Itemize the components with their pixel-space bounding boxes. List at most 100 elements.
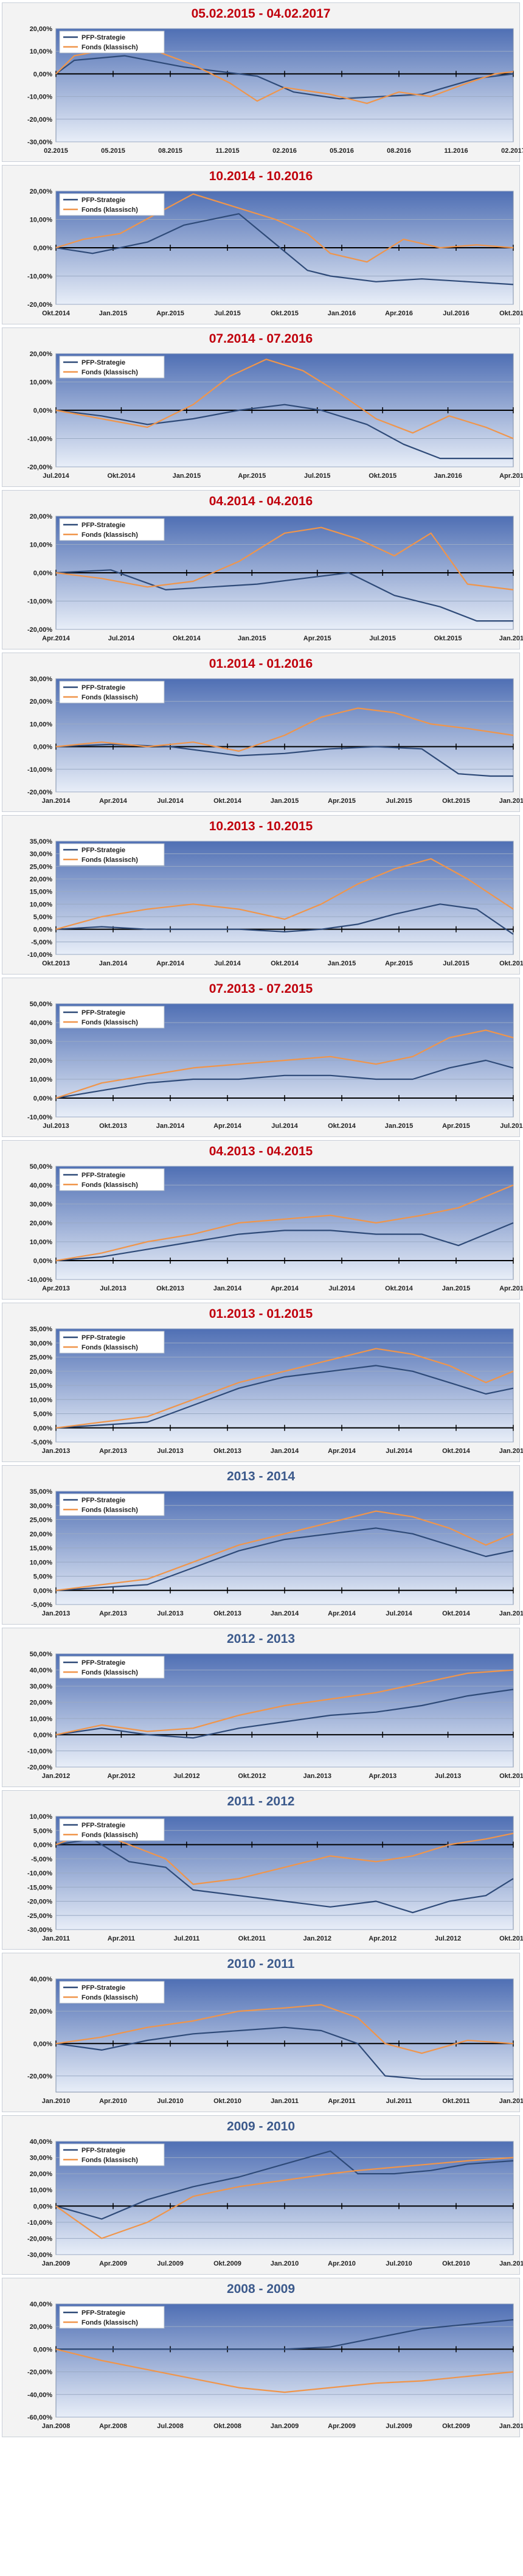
x-tick-label: Apr.2015 bbox=[499, 1285, 523, 1292]
x-tick-label: Jan.2012 bbox=[303, 1935, 331, 1942]
x-tick-label: Apr.2013 bbox=[99, 1610, 127, 1617]
y-tick-label: 0,00% bbox=[33, 2040, 52, 2048]
chart-title: 2011 - 2012 bbox=[227, 1794, 295, 1808]
y-tick-label: 20,00% bbox=[30, 2008, 53, 2015]
y-tick-label: 20,00% bbox=[30, 1057, 53, 1065]
y-tick-label: 0,00% bbox=[33, 1842, 52, 1849]
y-tick-label: 10,00% bbox=[30, 1559, 53, 1566]
y-tick-label: 0,00% bbox=[33, 1258, 52, 1265]
x-tick-label: Apr.2009 bbox=[328, 2423, 356, 2430]
y-tick-label: -20,00% bbox=[27, 2073, 52, 2080]
x-tick-label: Apr.2014 bbox=[213, 1122, 242, 1130]
y-tick-label: 20,00% bbox=[30, 26, 53, 33]
y-tick-label: 10,00% bbox=[30, 1076, 53, 1083]
y-tick-label: -20,00% bbox=[27, 789, 52, 796]
y-tick-label: 30,00% bbox=[30, 1038, 53, 1046]
y-tick-label: 30,00% bbox=[30, 1201, 53, 1208]
x-tick-label: Jul.2009 bbox=[157, 2260, 183, 2267]
x-tick-label: Okt.2013 bbox=[213, 1610, 241, 1617]
y-tick-label: -10,00% bbox=[27, 1276, 52, 1284]
chart-panel: 10.2014 - 10.2016 20,00% 10,00% 0,00% -10,00… bbox=[2, 165, 523, 324]
y-tick-label: -30,00% bbox=[27, 1927, 52, 1934]
chart-svg: 10,00% 5,00% 0,00% -5,00% -10,00% -15,00% -20,… bbox=[27, 1813, 523, 1942]
y-tick-label: 10,00% bbox=[30, 1813, 53, 1821]
y-tick-label: 10,00% bbox=[30, 48, 53, 55]
fund-legend-label: Fonds (klassisch) bbox=[81, 1994, 138, 2001]
y-tick-label: 10,00% bbox=[30, 2187, 53, 2194]
x-tick-label: 02.2017 bbox=[501, 147, 523, 155]
x-tick-label: Okt.2013 bbox=[156, 1285, 184, 1292]
x-tick-label: Apr.2016 bbox=[385, 310, 413, 317]
x-tick-label: Apr.2012 bbox=[369, 1935, 397, 1942]
fund-line bbox=[55, 1184, 514, 1262]
y-tick-label: 30,00% bbox=[30, 1340, 53, 1347]
y-tick-label: -20,00% bbox=[27, 301, 52, 309]
x-tick-label: Okt.2014 bbox=[328, 1122, 356, 1130]
legend: PFP-Strategie Fonds (klassisch) bbox=[59, 1006, 165, 1029]
x-tick-label: Jul.2014 bbox=[271, 1122, 298, 1130]
chart-svg: 20,00%10,00%0,00%-10,00%-20,00%-30,00%02… bbox=[27, 26, 523, 155]
strategy-line bbox=[55, 404, 513, 460]
x-tick-label: Jul.2012 bbox=[435, 1935, 461, 1942]
x-tick-label: Jan.2012 bbox=[42, 1773, 70, 1780]
x-tick-label: Jul.2014 bbox=[386, 1447, 412, 1455]
x-tick-label: Apr.2015 bbox=[328, 797, 356, 805]
chart-svg: 20,00% 10,00% 0,00% -10,00% -20,00%Apr.2014 J… bbox=[27, 513, 523, 642]
x-tick-label: Okt.2014 bbox=[442, 1447, 471, 1455]
x-tick-label: Jan.2015 bbox=[173, 472, 201, 480]
y-tick-label: 30,00% bbox=[30, 676, 53, 683]
strategy-legend-label: PFP-Strategie bbox=[81, 1009, 125, 1017]
fund-line bbox=[55, 2004, 514, 2054]
x-tick-label: Jan.2016 bbox=[499, 635, 523, 642]
x-tick-label: Jan.2015 bbox=[99, 310, 127, 317]
x-tick-label: Jul.2015 bbox=[443, 960, 469, 967]
x-tick-label: Jul.2014 bbox=[43, 472, 69, 480]
y-tick-label: 5,00% bbox=[33, 1573, 52, 1581]
y-tick-label: -15,00% bbox=[27, 1884, 52, 1891]
y-tick-label: 0,00% bbox=[33, 926, 52, 934]
chart-title: 2008 - 2009 bbox=[226, 2282, 296, 2296]
y-tick-label: -20,00% bbox=[27, 2235, 52, 2242]
y-tick-label: -20,00% bbox=[27, 464, 52, 471]
chart-panel: 07.2013 - 07.2015 50,00% 40,00% 30,00% 20,00… bbox=[2, 978, 523, 1137]
strategy-legend-label: PFP-Strategie bbox=[81, 197, 125, 204]
fund-line bbox=[55, 359, 514, 439]
chart-title: 10.2014 - 10.2016 bbox=[209, 169, 313, 183]
y-tick-label: -20,00% bbox=[27, 1764, 52, 1771]
y-tick-label: 40,00% bbox=[30, 2138, 53, 2146]
y-tick-label: -10,00% bbox=[27, 2219, 52, 2227]
x-tick-label: Jul.2015 bbox=[304, 472, 330, 480]
y-tick-label: -30,00% bbox=[27, 2252, 52, 2259]
fund-line bbox=[55, 858, 514, 930]
strategy-line bbox=[55, 569, 513, 622]
y-tick-label: 0,00% bbox=[33, 245, 52, 252]
y-tick-label: 15,00% bbox=[30, 889, 53, 896]
x-tick-label: Jul.2014 bbox=[157, 797, 184, 805]
y-tick-label: 15,00% bbox=[30, 1382, 53, 1390]
strategy-line bbox=[55, 1059, 514, 1099]
strategy-line bbox=[55, 55, 514, 100]
legend: PFP-Strategie Fonds (klassisch) bbox=[59, 1818, 165, 1841]
x-tick-label: Jul.2016 bbox=[443, 310, 469, 317]
chart-title: 07.2013 - 07.2015 bbox=[209, 982, 313, 996]
x-tick-label: Apr.2014 bbox=[271, 1285, 299, 1292]
strategy-legend-label: PFP-Strategie bbox=[81, 522, 125, 529]
x-tick-label: Apr.2014 bbox=[156, 960, 185, 967]
strategy-legend-label: PFP-Strategie bbox=[81, 359, 125, 366]
x-tick-label: Okt.2011 bbox=[442, 2098, 469, 2105]
x-tick-label: Okt.2015 bbox=[271, 310, 299, 317]
chart-svg: 35,00% 30,00% 25,00% 20,00% 15,00% 10,00% 5,00… bbox=[30, 1488, 523, 1617]
strategy-line bbox=[55, 1365, 514, 1429]
x-tick-label: Jan.2014 bbox=[156, 1122, 185, 1130]
y-tick-label: 50,00% bbox=[30, 1001, 53, 1008]
chart-title: 01.2013 - 01.2015 bbox=[209, 1307, 313, 1321]
chart-panel: 10.2013 - 10.2015 35,00% 30,00% 25,00% 20,00… bbox=[2, 815, 523, 975]
fund-legend-label: Fonds (klassisch) bbox=[81, 206, 138, 214]
fund-line bbox=[55, 1669, 514, 1735]
x-tick-label: Jul.2011 bbox=[386, 2098, 412, 2105]
strategy-legend-label: PFP-Strategie bbox=[81, 1334, 125, 1342]
strategy-legend-label: PFP-Strategie bbox=[81, 1659, 125, 1667]
legend: PFP-Strategie Fonds (klassisch) bbox=[59, 681, 165, 704]
x-tick-label: 11.2015 bbox=[215, 147, 239, 155]
x-tick-label: Apr.2015 bbox=[238, 472, 266, 480]
